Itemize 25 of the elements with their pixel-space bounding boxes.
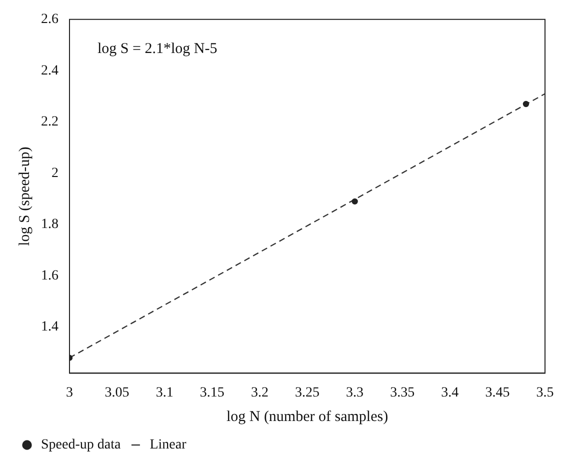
legend-label: Linear <box>150 438 187 453</box>
point <box>522 100 530 108</box>
y-tick-label: 1.8 <box>41 217 58 232</box>
legend-label: Speed-up data <box>41 438 122 453</box>
y-axis-title: log S (speed-up) <box>16 146 33 246</box>
y-tick-label: 1.6 <box>41 268 58 284</box>
x-tick-label: 3 <box>66 385 73 400</box>
y-tick-label: 2 <box>52 166 58 181</box>
point <box>352 198 358 205</box>
x-tick-label: 3.05 <box>104 385 130 400</box>
y-tick-label: 1.4 <box>41 320 58 335</box>
y-tick-label: 2.6 <box>41 12 58 28</box>
x-tick-label: 3.4 <box>441 385 459 400</box>
x-tick-label: 3.35 <box>390 385 415 400</box>
x-tick-label: 3.2 <box>250 385 268 400</box>
x-tick-label: 3.3 <box>346 385 364 400</box>
x-tick-label: 3.45 <box>485 385 510 400</box>
y-tick-label: 2.4 <box>41 63 58 78</box>
x-axis-title: log N (number of samples) <box>226 408 388 425</box>
x-tick-label: 3.15 <box>200 385 224 400</box>
x-tick-label: 3.25 <box>295 385 320 400</box>
y-tick-label: 2.2 <box>41 114 58 130</box>
annotation: log S = 2.1*log N-5 <box>98 40 218 57</box>
x-tick-label: 3.1 <box>156 385 174 400</box>
x-tick-label: 3.5 <box>536 385 554 400</box>
